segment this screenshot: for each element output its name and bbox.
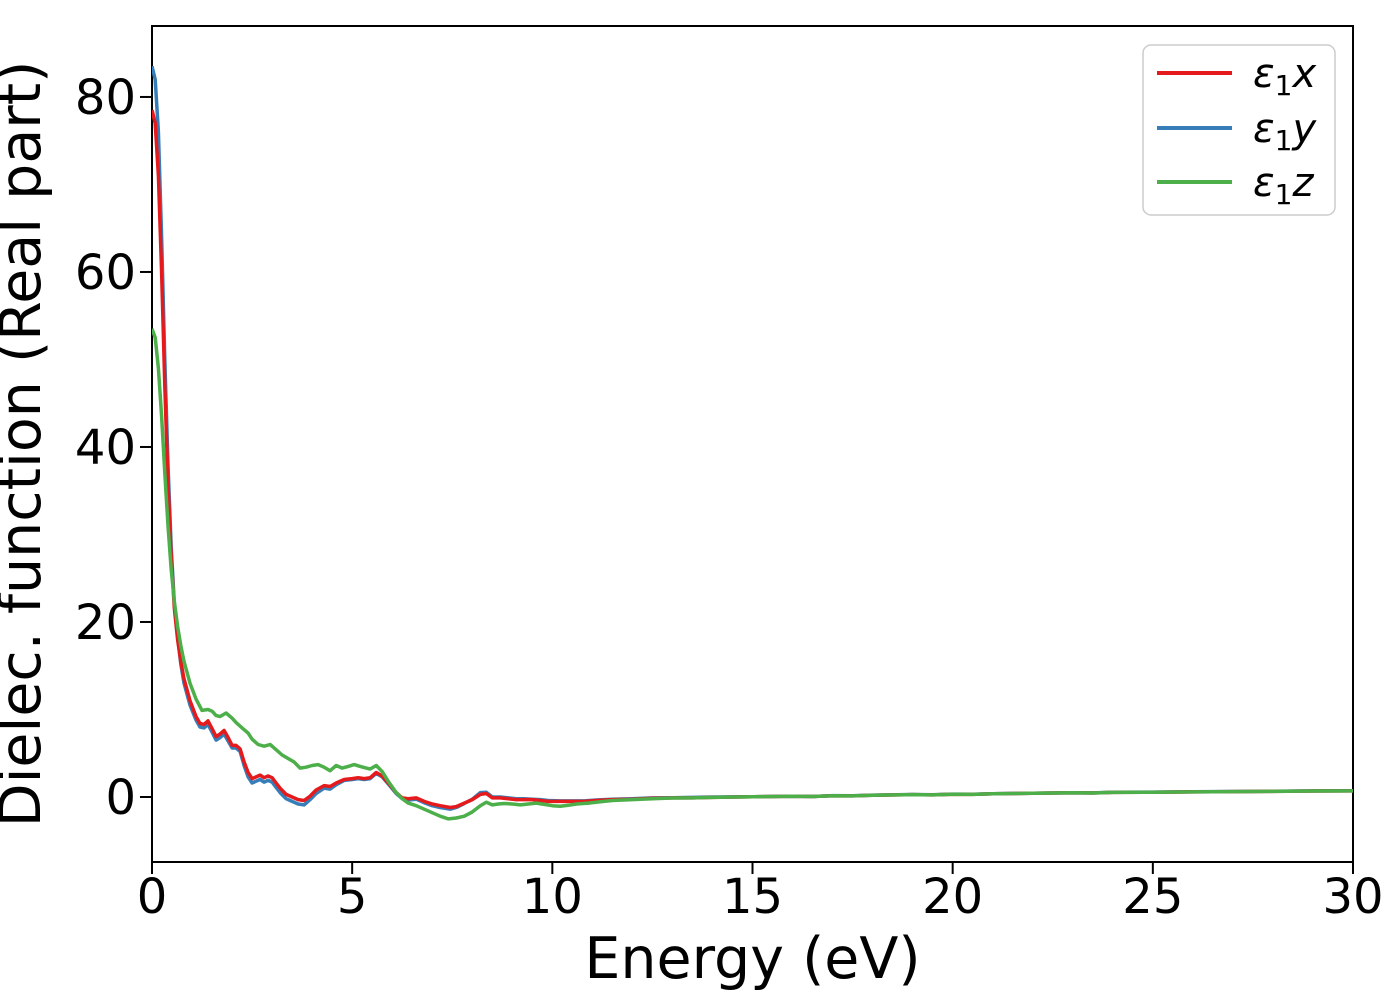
y-tick-label: 20 bbox=[75, 595, 136, 651]
x-axis: 0 5 10 15 20 25 30 Energy (eV) bbox=[137, 862, 1384, 992]
y-tick-label: 80 bbox=[75, 70, 136, 126]
x-tick-label: 5 bbox=[337, 869, 368, 925]
y-axis: 0 20 40 60 80 Dielec. function (Real part) bbox=[0, 61, 152, 828]
legend-label-z: ε1z bbox=[1253, 160, 1314, 211]
legend-label-y: ε1y bbox=[1253, 106, 1317, 157]
y-tick-label: 0 bbox=[105, 770, 136, 826]
x-tick-label: 10 bbox=[522, 869, 583, 925]
x-axis-label: Energy (eV) bbox=[584, 926, 920, 992]
y-axis-label: Dielec. function (Real part) bbox=[0, 61, 54, 828]
y-tick-label: 60 bbox=[75, 245, 136, 301]
x-tick-label: 15 bbox=[722, 869, 783, 925]
series-line-eps1z bbox=[152, 328, 1353, 821]
legend-box bbox=[1142, 44, 1336, 216]
y-tick-label: 40 bbox=[75, 420, 136, 476]
x-tick-label: 20 bbox=[922, 869, 983, 925]
x-tick-label: 30 bbox=[1322, 869, 1383, 925]
x-tick-label: 25 bbox=[1122, 869, 1183, 925]
series-lines bbox=[152, 65, 1353, 821]
legend-label-x: ε1x bbox=[1253, 51, 1316, 102]
x-tick-label: 0 bbox=[137, 869, 168, 925]
